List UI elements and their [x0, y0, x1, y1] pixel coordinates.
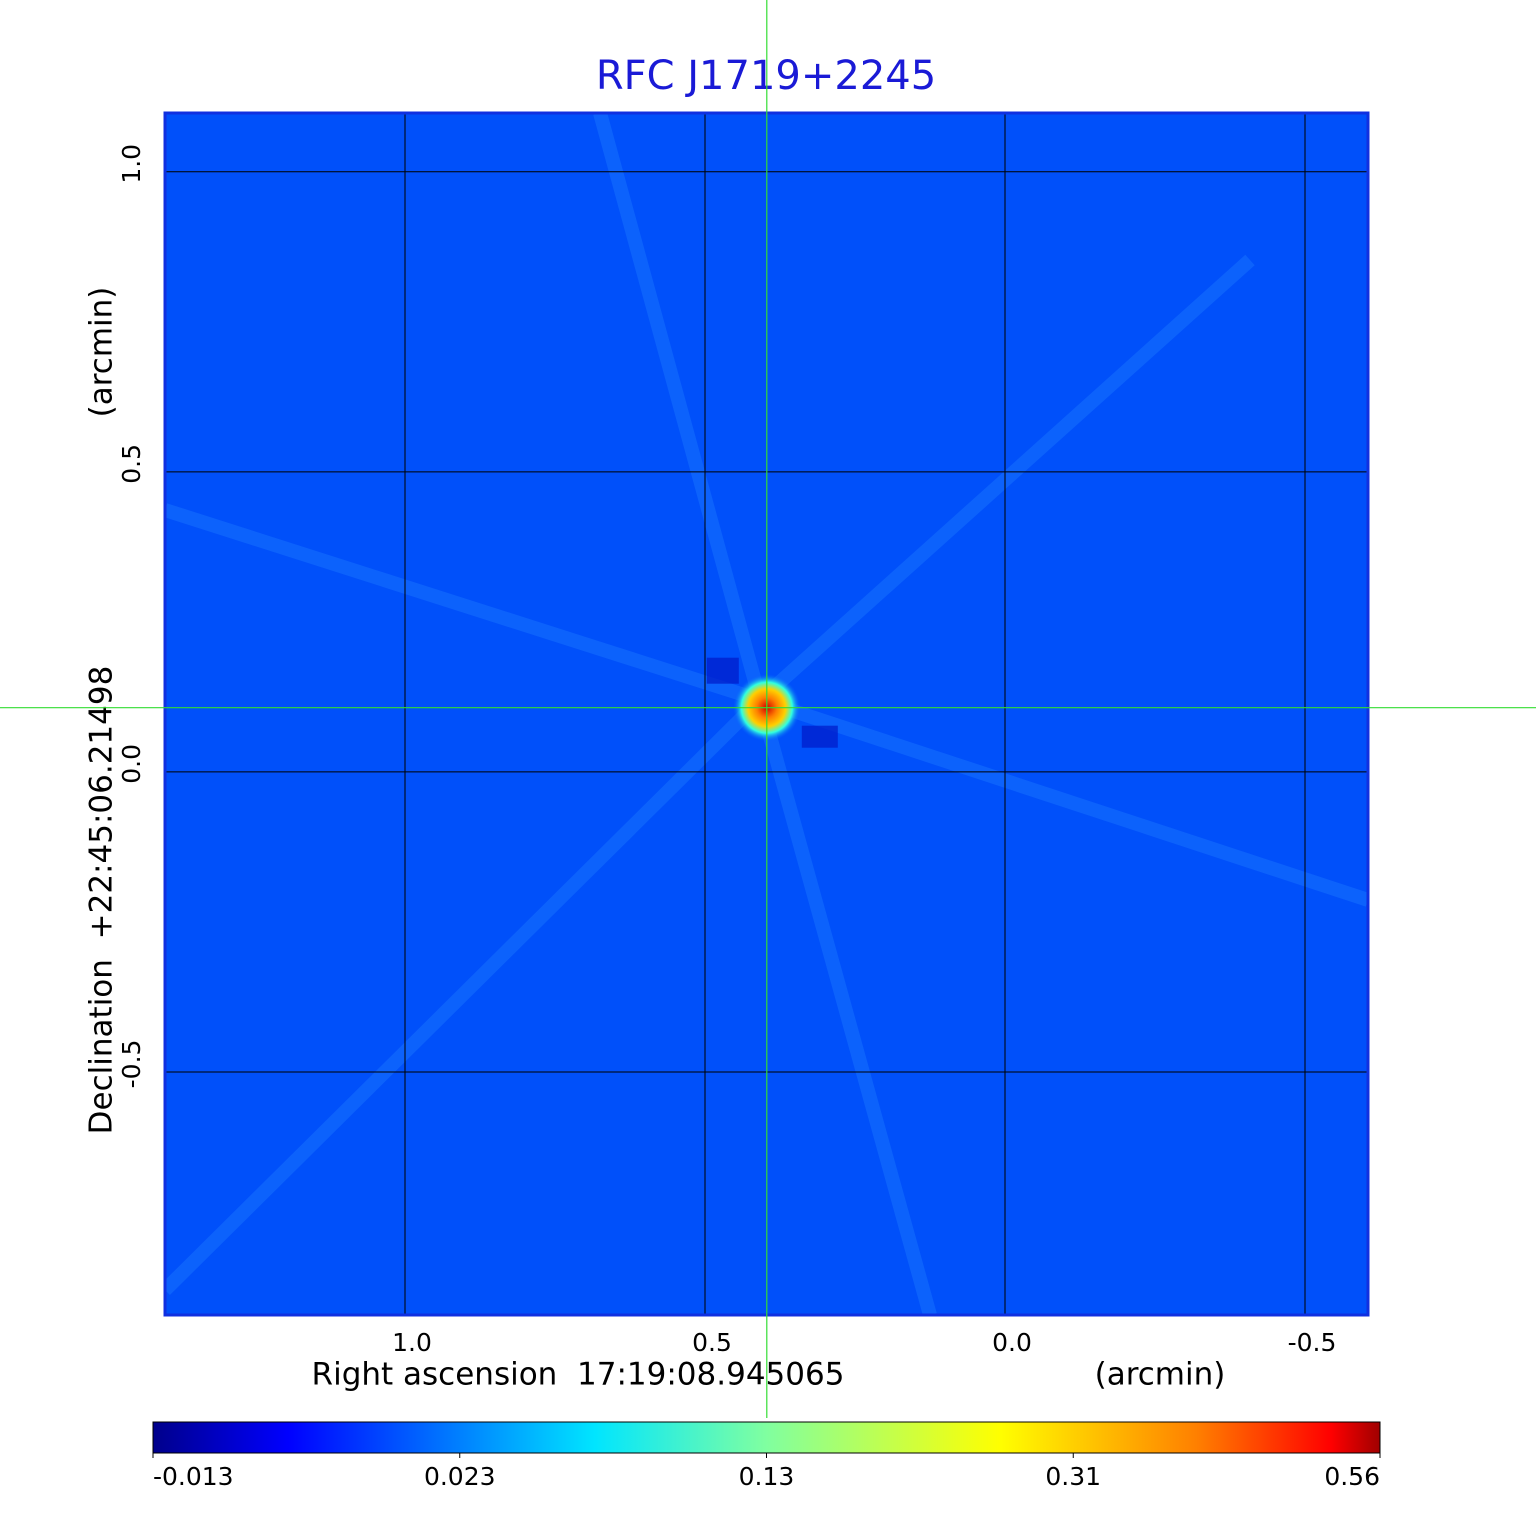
- x-axis-label: Right ascension 17:19:08.945065: [312, 1357, 845, 1393]
- colorbar-tick-label: 0.56: [1324, 1462, 1380, 1491]
- x-axis-unit: (arcmin): [1095, 1357, 1226, 1393]
- colorbar-tick-label: 0.31: [1045, 1462, 1101, 1491]
- colorbar-tick-label: -0.013: [153, 1462, 234, 1491]
- y-tick-label: 1.0: [117, 144, 146, 184]
- x-tick-label: 0.0: [992, 1328, 1032, 1357]
- chart-title: RFC J1719+2245: [596, 53, 936, 99]
- y-tick-label: -0.5: [117, 1040, 146, 1089]
- x-tick-label: 1.0: [392, 1328, 432, 1357]
- y-tick-label: 0.0: [117, 744, 146, 784]
- y-axis-unit: (arcmin): [84, 287, 120, 418]
- negative-lobe: [706, 657, 739, 684]
- x-tick-label: 0.5: [692, 1328, 732, 1357]
- x-tick-label: -0.5: [1288, 1328, 1337, 1357]
- colorbar-tick-label: 0.13: [739, 1462, 795, 1491]
- y-tick-label: 0.5: [117, 444, 146, 484]
- negative-lobe: [801, 725, 838, 748]
- colorbar-tick-label: 0.023: [424, 1462, 496, 1491]
- y-axis-label: Declination +22:45:06.21498: [84, 666, 120, 1135]
- colorbar: [152, 1421, 1381, 1454]
